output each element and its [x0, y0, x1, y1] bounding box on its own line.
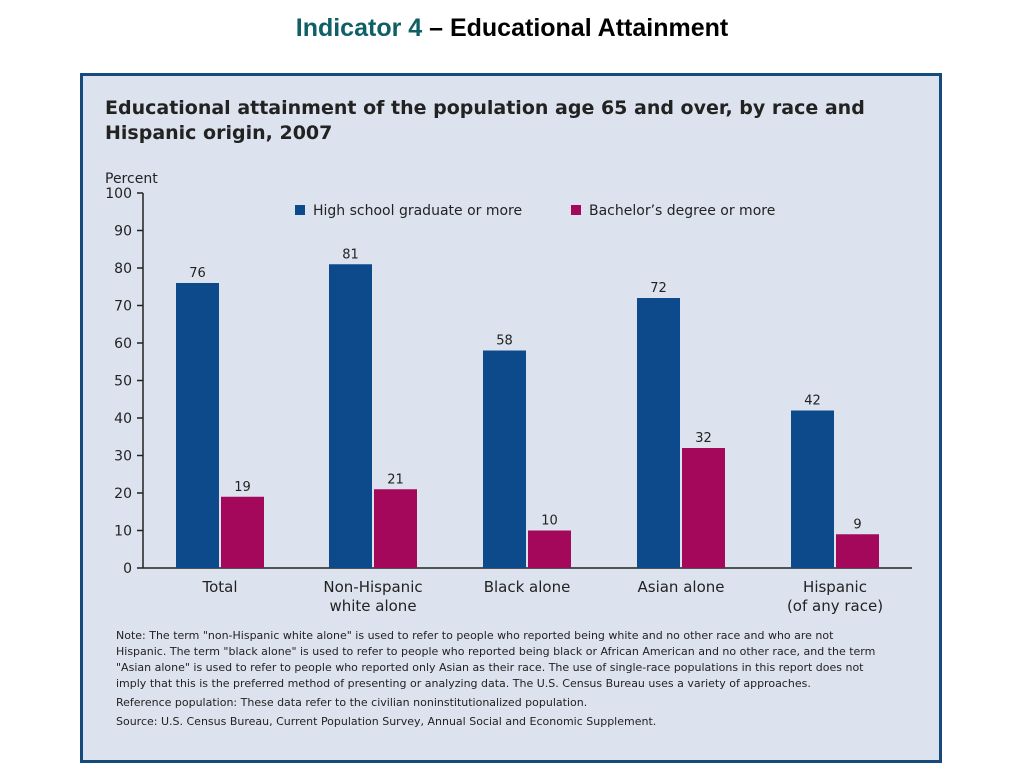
category-label: Hispanic	[803, 578, 867, 596]
y-tick-label: 100	[105, 186, 132, 202]
category-label: Non-Hispanic	[323, 578, 422, 596]
chart-panel: Educational attainment of the population…	[80, 73, 942, 763]
bar-bachelors	[374, 489, 417, 568]
slide-title-accent: Indicator 4	[295, 14, 423, 42]
data-label: 58	[496, 334, 513, 349]
bar-bachelors	[682, 448, 725, 568]
chart-notes: Note: The term "non-Hispanic white alone…	[116, 628, 886, 733]
bar-high-school	[329, 264, 372, 568]
data-label: 32	[695, 431, 712, 446]
bar-high-school	[637, 298, 680, 568]
bar-bachelors	[836, 534, 879, 568]
slide-title-rest: – Educational Attainment	[422, 14, 729, 42]
bar-bachelors	[221, 496, 264, 568]
legend-swatch-high-school	[295, 205, 305, 215]
category-label: Asian alone	[638, 578, 725, 596]
y-tick-label: 40	[114, 411, 132, 427]
bar-chart: Percent 0 10 20 30 40 50 60 70 80 90 100 High school…	[105, 171, 912, 615]
data-label: 72	[650, 281, 667, 296]
legend-label-high-school: High school graduate or more	[313, 203, 522, 219]
data-label: 81	[342, 247, 359, 262]
y-tick-label: 30	[114, 449, 132, 465]
legend-label-bachelors: Bachelor’s degree or more	[589, 203, 775, 219]
data-label: 9	[853, 517, 861, 532]
y-tick-label: 70	[114, 299, 132, 315]
y-tick-label: 60	[114, 336, 132, 352]
y-tick-label: 80	[114, 261, 132, 277]
y-tick-label: 10	[114, 524, 132, 540]
category-label: (of any race)	[787, 597, 883, 615]
slide-title: Indicator 4 – Educational Attainment	[0, 14, 1024, 43]
category-label: white alone	[329, 597, 416, 615]
y-axis-label: Percent	[105, 171, 158, 187]
bar-bachelors	[528, 530, 571, 568]
bar-high-school	[483, 350, 526, 568]
y-tick-label: 50	[114, 374, 132, 390]
note-text: Note: The term "non-Hispanic white alone…	[116, 629, 876, 690]
y-tick-label: 90	[114, 224, 132, 240]
bar-high-school	[176, 283, 219, 568]
chart-title: Educational attainment of the population…	[105, 97, 865, 144]
source-text: Source: U.S. Census Bureau, Current Popu…	[116, 715, 657, 728]
data-label: 21	[387, 472, 404, 487]
data-label: 19	[234, 480, 251, 495]
y-tick-label: 20	[114, 486, 132, 502]
category-label: Black alone	[484, 578, 571, 596]
data-label: 42	[804, 394, 821, 409]
reference-population-text: Reference population: These data refer t…	[116, 696, 588, 709]
legend-swatch-bachelors	[571, 205, 581, 215]
y-tick-label: 0	[123, 561, 132, 577]
data-label: 10	[541, 514, 558, 529]
data-label: 76	[189, 266, 206, 281]
category-label: Total	[201, 578, 237, 596]
bar-high-school	[791, 410, 834, 568]
